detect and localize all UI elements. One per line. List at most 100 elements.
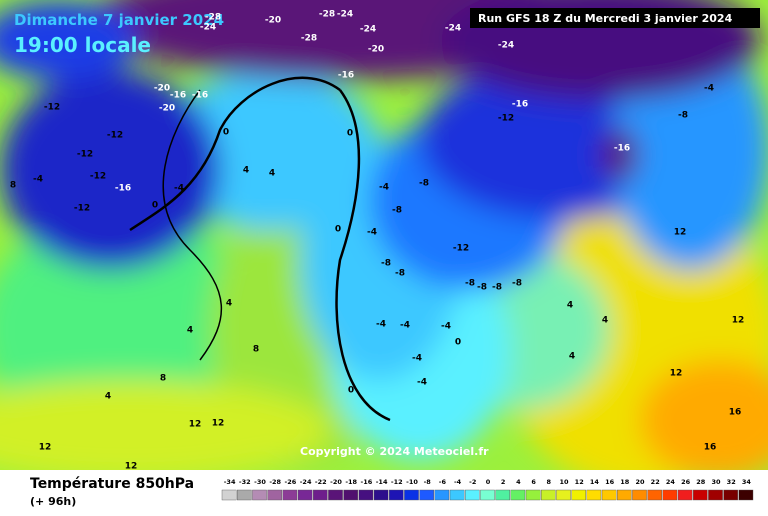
contour-label: 12	[732, 316, 745, 326]
contour-label: 0	[347, 129, 353, 139]
contour-label: -8	[465, 279, 475, 289]
contour-label: 0	[223, 128, 229, 138]
legend-label: 16	[605, 478, 615, 486]
contour-label: -28	[301, 34, 317, 44]
contour-label: -4	[376, 320, 386, 330]
contour-label: -16	[192, 91, 208, 101]
legend-swatch	[282, 489, 298, 501]
legend-label: 4	[516, 478, 521, 486]
footer-lead: (+ 96h)	[30, 495, 76, 508]
legend-label: 6	[531, 478, 536, 486]
legend-swatch	[373, 489, 389, 501]
contour-label: 12	[674, 228, 687, 238]
contour-label: -16	[512, 100, 528, 110]
contour-label: 4	[602, 316, 608, 326]
legend-swatch	[236, 489, 252, 501]
contour-label: 12	[670, 369, 683, 379]
legend-label: 22	[651, 478, 660, 486]
legend-swatch	[525, 489, 541, 501]
contour-label: -24	[445, 24, 461, 34]
legend-label: 14	[590, 478, 600, 486]
legend-swatch	[297, 489, 313, 501]
contour-label: 12	[39, 443, 52, 453]
legend-label: -2	[469, 478, 476, 486]
contour-label: -16	[338, 71, 354, 81]
legend-swatch	[693, 489, 708, 501]
legend-label: 12	[575, 478, 584, 486]
contour-label: -16	[115, 184, 131, 194]
legend-swatch	[267, 489, 283, 501]
legend-swatch	[389, 489, 404, 501]
contour-label: 12	[125, 462, 138, 472]
contour-label: 8	[253, 345, 259, 355]
contour-label: -20	[159, 104, 175, 114]
legend-swatch	[495, 489, 511, 501]
legend-swatch	[419, 489, 435, 501]
legend-swatch	[601, 489, 617, 501]
contour-label: -4	[33, 175, 43, 185]
legend-label: -16	[361, 478, 373, 486]
legend-label: 0	[486, 478, 491, 486]
legend-label: -20	[330, 478, 342, 486]
legend-swatch	[586, 489, 602, 501]
legend-swatch	[434, 489, 450, 501]
legend-label: -14	[376, 478, 388, 486]
contour-label: 0	[152, 201, 158, 211]
contour-label: -8	[395, 269, 405, 279]
legend-swatch	[556, 489, 571, 501]
contour-label: -28	[319, 10, 335, 20]
contour-label: -12	[107, 131, 123, 141]
contour-label: -4	[417, 378, 427, 388]
footer-title: Température 850hPa	[30, 476, 194, 492]
contour-label: 4	[105, 392, 111, 402]
contour-label: -20	[154, 84, 170, 94]
legend-label: -28	[269, 478, 281, 486]
legend-label: 30	[711, 478, 721, 486]
map	[0, 0, 768, 470]
run-info: Run GFS 18 Z du Mercredi 3 janvier 2024	[478, 12, 733, 25]
legend-swatch	[708, 489, 723, 501]
legend-swatch	[541, 489, 556, 501]
contour-label: -8	[678, 111, 688, 121]
legend-swatch	[510, 489, 526, 501]
contour-label: 4	[226, 299, 232, 309]
legend-label: 26	[681, 478, 691, 486]
legend-swatch	[221, 489, 237, 501]
legend-label: 24	[666, 478, 676, 486]
legend-label: 2	[501, 478, 506, 486]
legend-swatch	[617, 489, 632, 501]
legend-swatch	[404, 489, 419, 501]
contour-label: -20	[368, 45, 384, 55]
contour-label: -12	[453, 244, 469, 254]
legend-swatch	[313, 489, 328, 501]
contour-label: 0	[455, 338, 461, 348]
contour-label: -8	[381, 259, 391, 269]
legend-label: -6	[439, 478, 447, 486]
legend-label: -24	[300, 478, 312, 486]
legend-swatch	[632, 489, 647, 501]
contour-label: -20	[265, 16, 281, 26]
contour-label: -12	[74, 204, 90, 214]
contour-label: 12	[212, 419, 225, 429]
contour-label: -4	[412, 354, 422, 364]
contour-label: -8	[419, 179, 429, 189]
legend-label: -22	[315, 478, 327, 486]
legend-label: 10	[559, 478, 569, 486]
contour-label: 0	[348, 386, 354, 396]
contour-label: 8	[160, 374, 166, 384]
contour-label: -24	[360, 25, 376, 35]
contour-label: -4	[367, 228, 377, 238]
contour-label: -4	[441, 322, 451, 332]
contour-label: -28	[205, 13, 221, 23]
contour-label: -4	[704, 84, 714, 94]
contour-label: 4	[269, 169, 275, 179]
contour-label: -12	[90, 172, 106, 182]
contour-label: -12	[77, 150, 93, 160]
legend-label: 20	[635, 478, 645, 486]
legend-swatch	[723, 489, 738, 501]
legend-label: -18	[345, 478, 357, 486]
legend-label: -12	[391, 478, 403, 486]
legend-swatch	[662, 489, 678, 501]
contour-label: -8	[477, 283, 487, 293]
